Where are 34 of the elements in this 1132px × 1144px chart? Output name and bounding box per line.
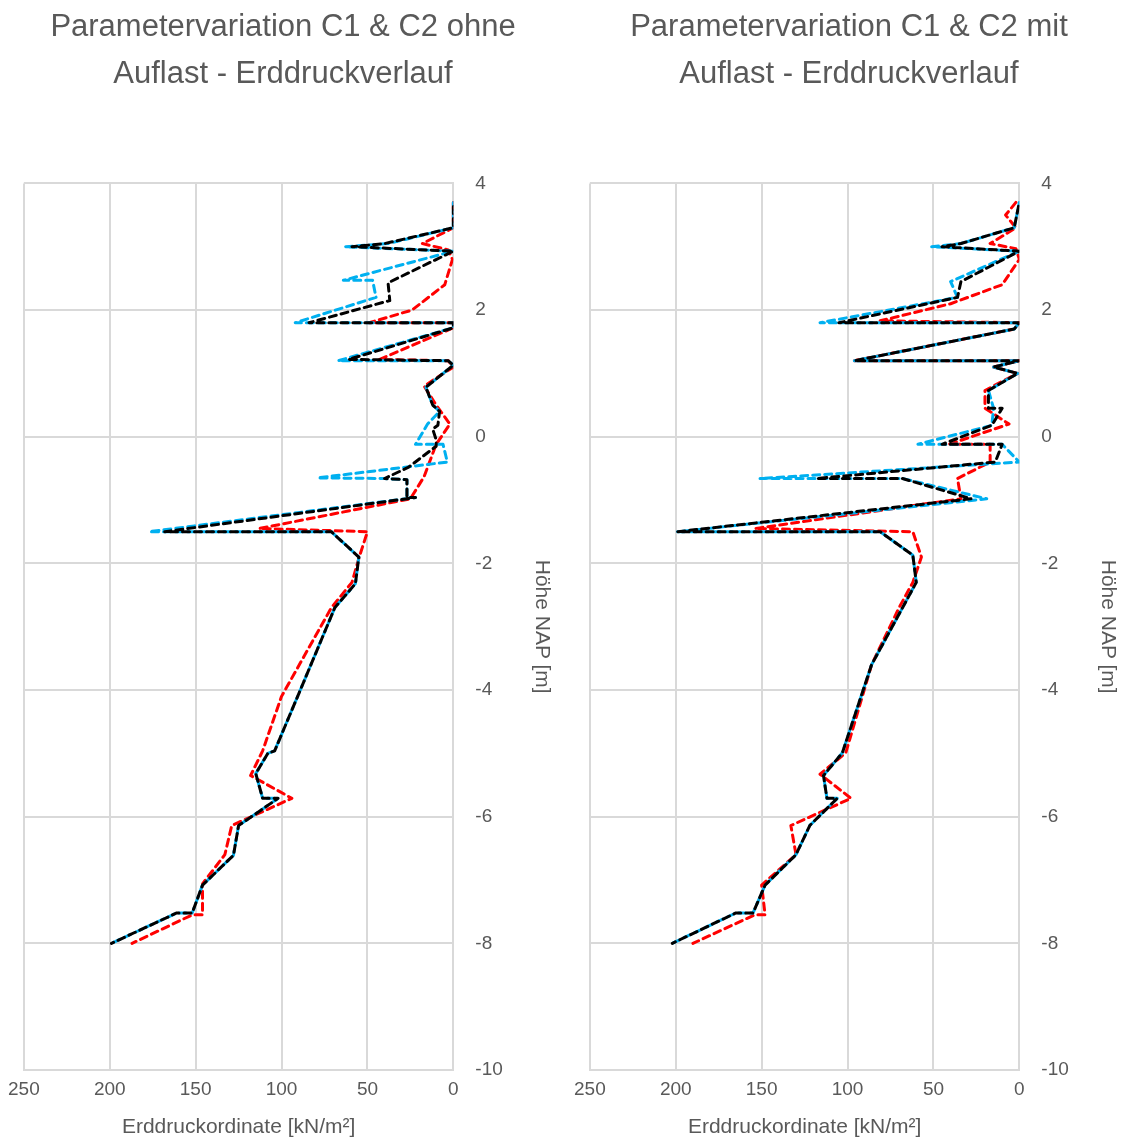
x-tick-label: 150 xyxy=(745,1077,778,1099)
y-tick-label: -6 xyxy=(475,804,493,826)
y-tick-label: 2 xyxy=(1041,298,1052,320)
y-tick-label: -4 xyxy=(1041,678,1059,700)
x-axis-title: Erddruckordinate [kN/m²] xyxy=(687,1114,922,1138)
y-tick-label: -6 xyxy=(1041,804,1059,826)
chart-title: Parametervariation C1 & C2 ohne Auflast - Erddruckverlauf xyxy=(49,7,517,92)
y-tick-label: 0 xyxy=(475,424,486,446)
x-tick-label: 100 xyxy=(265,1077,298,1099)
x-tick-label: 200 xyxy=(93,1077,126,1099)
chart-title: Parametervariation C1 & C2 mit Auflast - Erddruckverlauf xyxy=(629,7,1069,92)
x-tick-label: 50 xyxy=(922,1077,945,1099)
x-tick-label: 0 xyxy=(1014,1077,1025,1099)
x-axis-title: Erddruckordinate [kN/m²] xyxy=(121,1114,356,1138)
y-tick-label: -10 xyxy=(1041,1058,1069,1080)
y-tick-label: -8 xyxy=(1041,931,1059,953)
x-tick-label: 50 xyxy=(356,1077,379,1099)
y-tick-label: -10 xyxy=(475,1058,503,1080)
y-tick-label: -2 xyxy=(1041,551,1059,573)
x-tick-label: 200 xyxy=(659,1077,692,1099)
x-tick-label: 100 xyxy=(831,1077,864,1099)
y-tick-label: 4 xyxy=(475,171,487,193)
y-axis-title: Höhe NAP [m] xyxy=(531,559,555,694)
y-tick-label: -2 xyxy=(475,551,493,573)
x-tick-label: 250 xyxy=(574,1077,606,1099)
y-tick-label: 4 xyxy=(1041,171,1053,193)
y-tick-label: 0 xyxy=(1041,424,1052,446)
y-tick-label: -8 xyxy=(475,931,493,953)
x-tick-label: 150 xyxy=(179,1077,212,1099)
x-tick-label: 0 xyxy=(448,1077,459,1099)
y-axis-title: Höhe NAP [m] xyxy=(1097,559,1121,694)
x-tick-label: 250 xyxy=(8,1077,40,1099)
y-tick-label: -4 xyxy=(475,678,493,700)
y-tick-label: 2 xyxy=(475,298,486,320)
